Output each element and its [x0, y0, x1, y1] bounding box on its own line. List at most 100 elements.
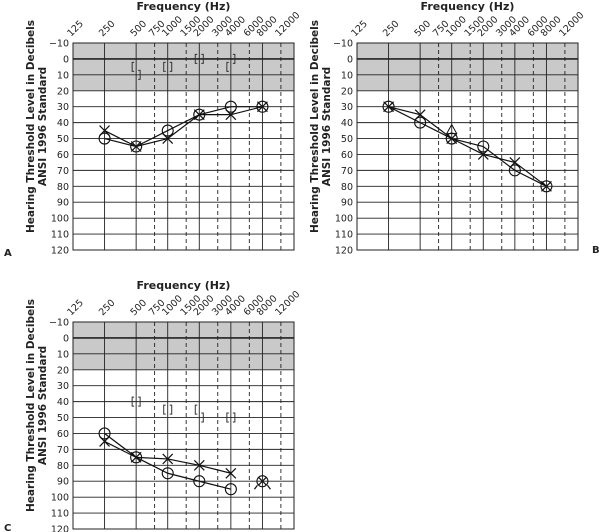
x-tick-label: 12000 — [273, 289, 302, 318]
plot-border — [72, 42, 295, 251]
y-tick-label: −10 — [49, 318, 69, 329]
series-right-ear-air-conduction — [382, 100, 553, 193]
y-tick-label: 60 — [57, 429, 69, 440]
data-point-x — [477, 149, 489, 160]
series-line — [104, 432, 232, 490]
data-point-circle — [445, 132, 458, 145]
y-tick-label: 120 — [335, 246, 353, 257]
data-point-x — [414, 109, 426, 121]
data-point-circle — [193, 475, 206, 488]
y-tick-label: 80 — [57, 461, 69, 472]
y-tick-label: 10 — [57, 349, 69, 360]
data-point-x — [446, 133, 458, 144]
y-tick-label: 80 — [341, 182, 353, 193]
series-sound-field — [445, 123, 458, 135]
y-tick-label: 80 — [57, 182, 69, 193]
y-tick-label: −10 — [333, 39, 353, 50]
bone-conduction-bracket-left — [226, 61, 229, 72]
data-point-circle — [256, 475, 269, 488]
bone-conduction-bracket-left — [131, 396, 135, 407]
plot-border — [72, 321, 295, 530]
x-tick-label: 125 — [65, 298, 86, 319]
audiogram-panel-c: 125 250 5007501000150020003000400060008000… — [4, 279, 302, 532]
data-point-x — [162, 133, 174, 144]
y-tick-label: 120 — [51, 525, 69, 532]
data-point-x — [225, 109, 237, 121]
data-point-circle — [256, 100, 269, 113]
bone-conduction-bracket-left — [194, 53, 198, 64]
data-point-circle — [161, 124, 174, 137]
y-tick-label: 110 — [51, 230, 69, 241]
y-tick-label: 120 — [51, 246, 69, 257]
data-point-x — [99, 435, 110, 447]
y-tick-label: 60 — [57, 150, 69, 161]
data-point-circle — [382, 100, 395, 113]
data-point-x — [130, 141, 142, 152]
y-tick-label: 100 — [51, 493, 69, 504]
bone-conduction-bracket-right — [169, 404, 173, 415]
x-axis-title: Frequency (Hz) — [421, 0, 515, 13]
x-tick-label: 250 — [381, 19, 402, 40]
bone-conduction-bracket-right — [138, 69, 141, 80]
data-point-circle — [130, 140, 143, 153]
x-tick-label: 12000 — [273, 10, 302, 39]
audiogram-panel-a: 125 250 5007501000150020003000400060008000… — [4, 0, 302, 259]
data-point-circle — [414, 116, 427, 129]
bone-conduction-bracket-right — [232, 53, 236, 64]
data-point-x — [99, 125, 110, 137]
x-tick-label: 500 — [412, 19, 433, 40]
y-tick-label: 70 — [57, 445, 69, 456]
series-right-ear-air-conduction — [98, 427, 237, 496]
data-point-x — [541, 180, 552, 192]
data-point-circle — [477, 140, 490, 153]
data-point-x — [162, 453, 174, 465]
audiogram-panel-b: 125 250 5007501000150020003000400060008000… — [309, 0, 600, 257]
y-tick-label: 110 — [51, 509, 69, 520]
data-point-circle — [224, 483, 237, 496]
bone-conduction-bracket-left — [163, 404, 166, 415]
series-line — [388, 106, 547, 187]
panel-label: A — [4, 248, 12, 259]
y-tick-label: 60 — [341, 150, 353, 161]
y-tick-label: 100 — [335, 214, 353, 225]
plot-border — [356, 42, 579, 251]
no-response-arrows — [253, 476, 271, 490]
y-tick-label: 40 — [57, 118, 69, 129]
bone-conduction-bracket-left — [131, 61, 135, 72]
series-left-masked-bone — [138, 53, 236, 80]
y-tick-label: 90 — [57, 477, 69, 488]
bone-conduction-bracket-right — [169, 61, 173, 72]
y-axis-title: Hearing Threshold Level in Decibels — [309, 20, 321, 233]
y-tick-label: 20 — [57, 86, 69, 97]
data-point-circle — [161, 467, 174, 480]
y-axis-title: ANSI 1996 Standard — [37, 346, 49, 465]
y-tick-label: 40 — [341, 118, 353, 129]
bone-conduction-bracket-right — [138, 396, 141, 407]
y-tick-label: 20 — [341, 86, 353, 97]
y-tick-label: 70 — [57, 166, 69, 177]
bone-conduction-bracket-right — [201, 53, 204, 64]
series-left-ear-air-conduction — [99, 101, 268, 152]
data-point-circle — [508, 164, 521, 177]
y-tick-label: 110 — [335, 230, 353, 241]
series-left-ear-air-conduction — [383, 101, 552, 192]
y-tick-label: 90 — [57, 198, 69, 209]
series-right-masked-bone — [131, 396, 229, 423]
normal-hearing-shaded-region — [73, 43, 294, 91]
data-point-x — [257, 101, 268, 113]
y-tick-label: 0 — [63, 333, 69, 344]
data-point-x — [193, 459, 205, 471]
y-tick-label: 30 — [57, 381, 69, 392]
y-tick-label: 30 — [57, 102, 69, 113]
y-axis-title: ANSI 1996 Standard — [321, 67, 333, 186]
normal-hearing-shaded-region — [357, 43, 578, 91]
y-tick-label: 10 — [57, 70, 69, 81]
y-tick-label: 100 — [51, 214, 69, 225]
data-point-circle — [98, 132, 111, 145]
y-tick-label: 50 — [57, 413, 69, 424]
data-point-x — [130, 451, 142, 463]
panel-label: C — [4, 523, 11, 532]
series-left-ear-air-conduction — [99, 435, 237, 479]
y-tick-label: 0 — [63, 54, 69, 65]
